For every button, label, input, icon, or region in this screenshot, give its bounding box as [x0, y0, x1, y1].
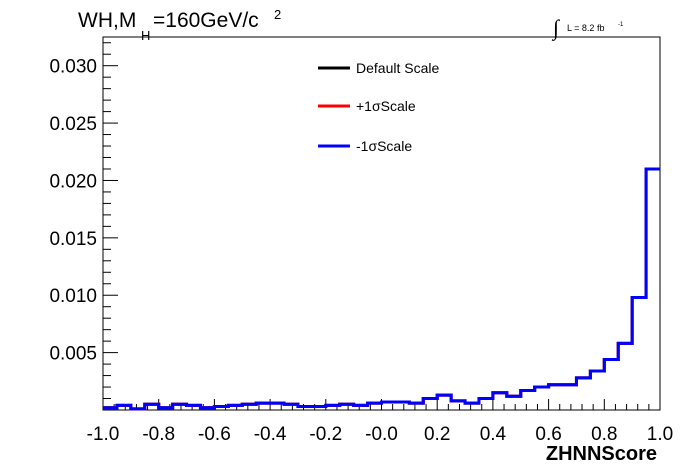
chart-title: WH,M H =160GeV/c 2 — [78, 7, 281, 43]
y-tick-label: 0.025 — [49, 114, 97, 135]
title-main-a: WH,M — [78, 9, 136, 32]
x-tick-label: 0.6 — [535, 424, 561, 445]
luminosity-superscript: -1 — [618, 22, 624, 28]
x-tick-label: 0.4 — [480, 424, 507, 445]
x-tick-label: 1.0 — [647, 424, 673, 445]
x-tick-label: -0.4 — [254, 424, 287, 445]
y-tick-label: 0.020 — [49, 171, 97, 192]
series-layer — [103, 167, 660, 411]
legend: Default Scale +1σScale -1σScale — [318, 60, 439, 154]
series-line-default-scale — [103, 167, 660, 411]
y-tick-label: 0.010 — [49, 286, 97, 307]
x-axis: -1.0 -0.8 -0.6 -0.4 -0.2 -0.0 0.2 0.4 0.6 0.8 1.0 — [87, 399, 673, 445]
x-tick-label: -0.8 — [142, 424, 175, 445]
y-axis: 0.005 0.010 0.015 0.020 0.025 0.030 — [49, 42, 118, 400]
x-axis-label: ZHNNScore — [546, 443, 657, 465]
legend-label: Default Scale — [356, 60, 439, 76]
plot-frame — [102, 36, 661, 411]
luminosity-text: L = 8.2 fb — [567, 23, 604, 33]
x-tick-label: -0.6 — [198, 424, 231, 445]
x-tick-label: 0.8 — [591, 424, 617, 445]
series-line--1-scale — [103, 167, 660, 411]
integral-sign: ∫ — [551, 15, 561, 41]
legend-label: -1σScale — [356, 138, 412, 154]
x-tick-label: -1.0 — [87, 424, 120, 445]
x-tick-label: -0.2 — [309, 424, 342, 445]
x-tick-label: 0.2 — [424, 424, 450, 445]
x-tick-label: -0.0 — [365, 424, 398, 445]
luminosity-annotation: ∫ L = 8.2 fb -1 — [551, 15, 624, 41]
y-tick-label: 0.030 — [49, 57, 97, 78]
legend-label: +1σScale — [356, 98, 416, 114]
title-superscript: 2 — [274, 7, 281, 22]
title-subscript: H — [141, 28, 150, 43]
series-line--1-scale — [103, 167, 660, 411]
y-tick-label: 0.015 — [49, 229, 97, 250]
title-main-b: =160GeV/c — [153, 9, 259, 32]
y-tick-label: 0.005 — [49, 344, 97, 365]
